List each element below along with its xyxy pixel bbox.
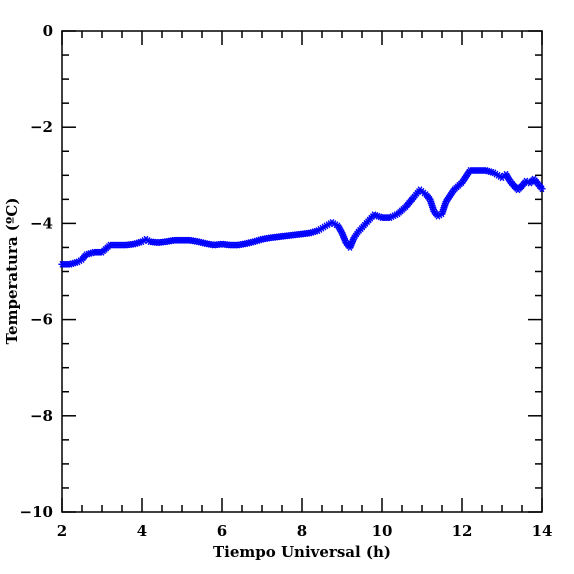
- x-tick-label: 6: [217, 522, 227, 540]
- data-points: [58, 167, 546, 268]
- y-tick-label: −4: [30, 214, 53, 232]
- x-tick-label: 2: [57, 522, 67, 540]
- y-axis-title: Temperatura (ºC): [3, 198, 21, 345]
- x-tick-label: 10: [372, 522, 393, 540]
- data-point: [538, 185, 546, 193]
- plot-frame: [61, 30, 543, 513]
- y-tick-label: −2: [30, 118, 53, 136]
- axis-ticks: [61, 30, 543, 513]
- x-axis-title: Tiempo Universal (h): [213, 543, 391, 561]
- x-tick-label: 8: [297, 522, 307, 540]
- x-tick-label: 12: [452, 522, 473, 540]
- x-tick-label: 14: [532, 522, 553, 540]
- tick-labels: 2 4 6 8 10 12 14 0 −2 −4 −6 −8 −10: [20, 22, 553, 540]
- y-tick-label: −10: [20, 503, 53, 521]
- y-tick-label: 0: [43, 22, 53, 40]
- x-tick-label: 4: [137, 522, 147, 540]
- y-tick-label: −6: [30, 311, 53, 329]
- y-tick-label: −8: [30, 407, 53, 425]
